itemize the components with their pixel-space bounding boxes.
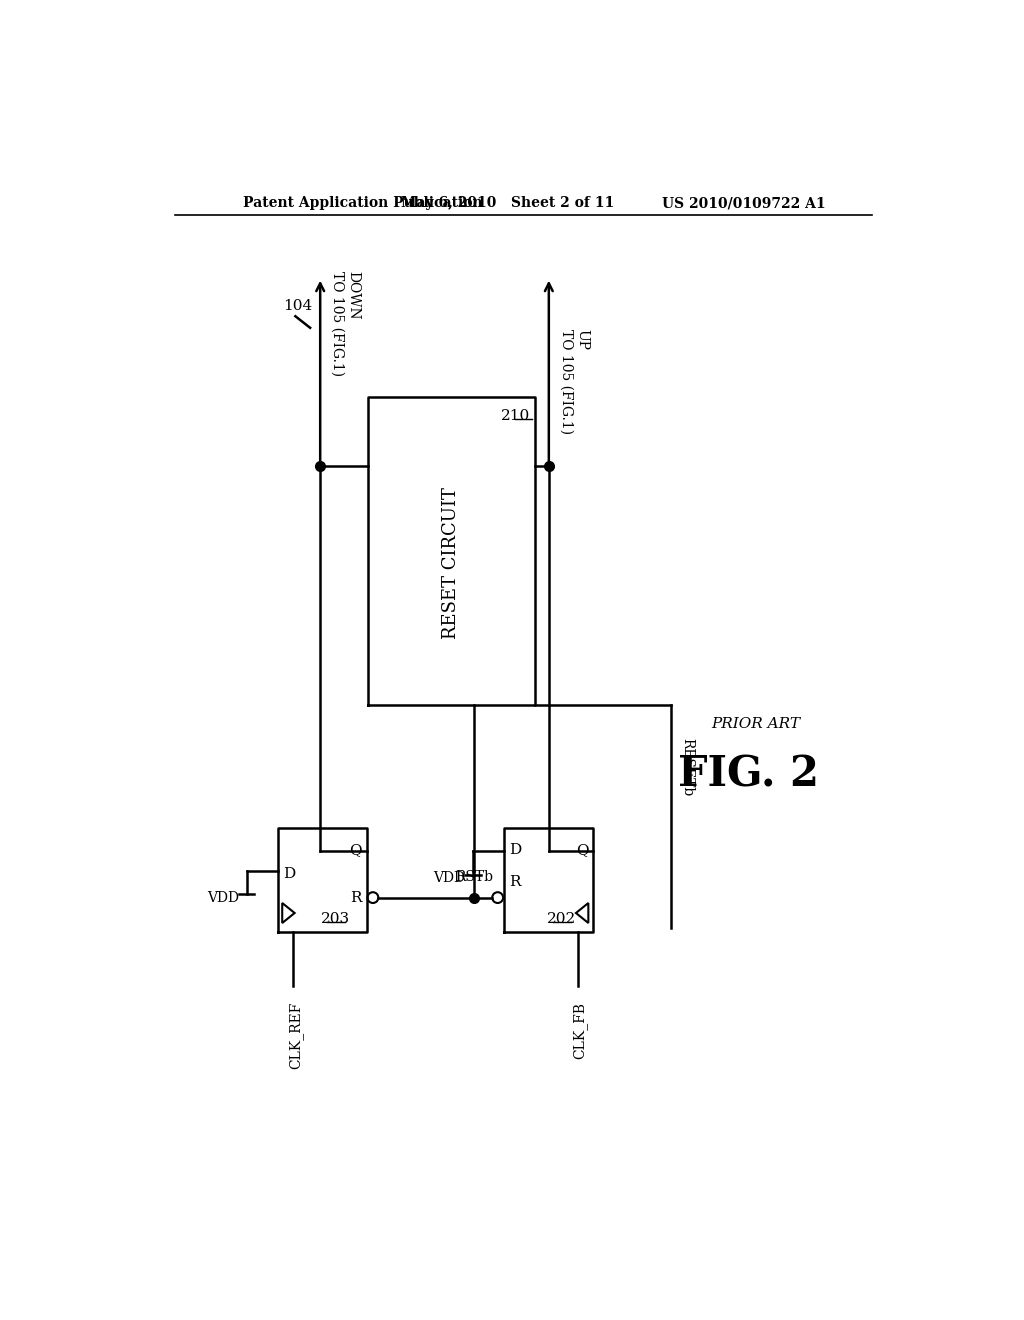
Text: PRIOR ART: PRIOR ART <box>712 717 800 731</box>
Text: FIG. 2: FIG. 2 <box>678 754 818 796</box>
Text: 210: 210 <box>501 409 530 424</box>
Text: 104: 104 <box>283 300 312 313</box>
Text: Q: Q <box>575 843 589 857</box>
Text: R: R <box>350 891 361 904</box>
Text: VDD: VDD <box>433 871 466 886</box>
Text: 202: 202 <box>548 912 577 927</box>
Text: Patent Application Publication: Patent Application Publication <box>243 197 482 210</box>
Text: RESETb: RESETb <box>680 738 694 796</box>
Text: DOWN
TO 105 (FIG.1): DOWN TO 105 (FIG.1) <box>331 272 360 376</box>
Text: D: D <box>283 867 295 882</box>
Text: RSTb: RSTb <box>456 870 494 884</box>
Text: UP
TO 105 (FIG.1): UP TO 105 (FIG.1) <box>559 329 589 434</box>
Text: RESET CIRCUIT: RESET CIRCUIT <box>442 487 460 639</box>
Text: R: R <box>509 875 521 890</box>
Text: D: D <box>509 843 521 857</box>
Text: May 6, 2010   Sheet 2 of 11: May 6, 2010 Sheet 2 of 11 <box>401 197 614 210</box>
Text: CLK_REF: CLK_REF <box>288 1002 303 1069</box>
Text: CLK_FB: CLK_FB <box>572 1002 587 1059</box>
Text: US 2010/0109722 A1: US 2010/0109722 A1 <box>662 197 825 210</box>
Text: Q: Q <box>349 843 362 857</box>
Text: 203: 203 <box>322 912 350 927</box>
Text: VDD: VDD <box>207 891 240 904</box>
